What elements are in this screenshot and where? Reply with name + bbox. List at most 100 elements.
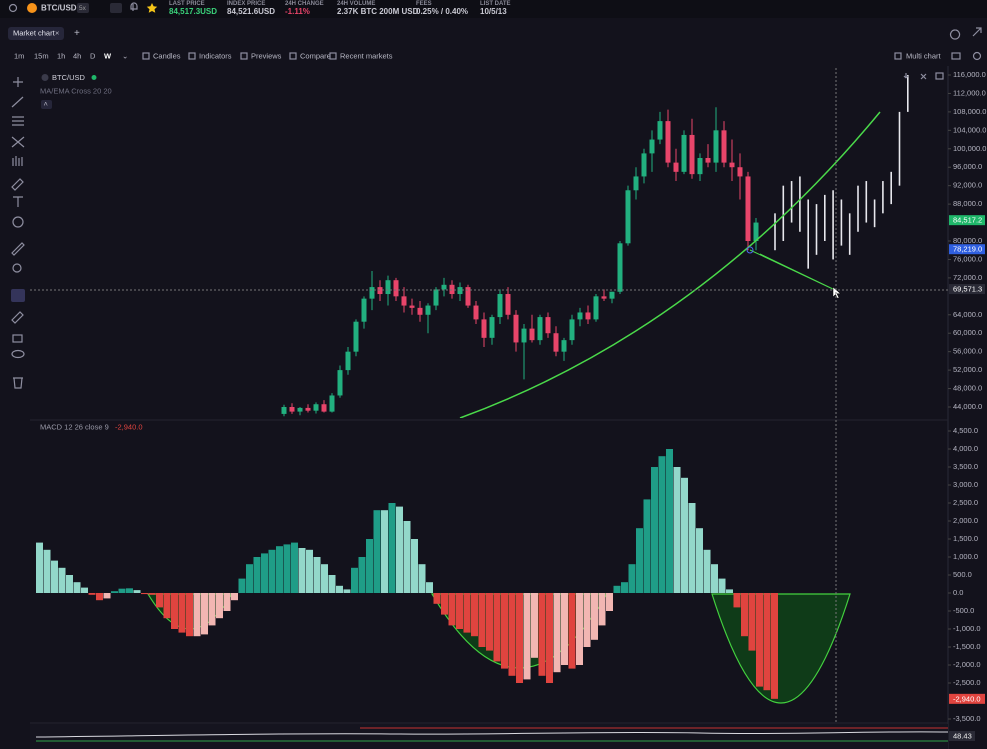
price-badge [949,215,985,226]
tool[interactable]: Compare [300,51,331,60]
price-pane [281,75,909,417]
interval[interactable]: 4h [73,51,81,60]
forecast-tool[interactable] [12,156,23,166]
expand-icon[interactable] [972,27,982,37]
macd-bar [636,528,643,593]
tool-icon[interactable] [240,52,248,60]
tool-icon[interactable] [289,52,297,60]
macd-bar [246,564,253,593]
macd-bar [141,593,148,595]
tool[interactable]: Indicators [199,51,232,60]
candle-body [705,158,711,163]
tab[interactable] [8,27,64,40]
leverage: 5x [79,5,87,12]
multi-chart-checkbox[interactable] [894,52,902,60]
y-tick-label: 0.0 [953,588,963,597]
interval[interactable]: W [104,51,112,60]
camera-icon[interactable] [951,52,961,60]
macd-bar [81,587,88,593]
macd-bar [658,456,666,593]
candle-body [497,294,503,318]
interval[interactable]: D [90,51,96,60]
search-icon[interactable] [8,3,18,13]
y-tick-label: -2,000.0 [953,660,981,669]
trend-curve [459,111,881,418]
scroll-icon[interactable] [903,73,909,79]
indicator-legend: MA/EMA Cross 20 20 [40,86,112,95]
star-icon[interactable] [146,3,158,13]
tool-icon[interactable] [329,52,337,60]
macd-bar [238,578,246,593]
macd-bar [306,549,313,593]
macd-bar [621,582,628,593]
trash-tool[interactable] [13,377,23,389]
macd-bar [298,548,306,593]
macd-bar [538,593,546,676]
tool[interactable]: Previews [251,51,282,60]
brush-tool[interactable] [11,178,24,191]
candle-body [537,317,543,341]
lock-draw-tool[interactable] [11,311,24,324]
macd-bar [111,591,118,593]
candle-body [633,176,639,191]
tool-icon[interactable] [142,52,150,60]
lock-tool[interactable] [12,334,23,343]
macd-bar [178,593,186,633]
multi-chart[interactable]: Multi chart [906,51,942,60]
y-tick-label: 3,500.0 [953,462,978,471]
symbol[interactable]: BTC/USD [41,4,77,13]
macd-bar [591,593,598,640]
help-icon[interactable] [972,51,982,61]
candle-body [417,307,423,315]
macd-bar [321,564,328,593]
magnet-tool[interactable] [11,289,25,302]
macd-bar [523,593,531,680]
macd-bar [103,593,111,599]
candle-body [321,404,327,412]
fib-tool[interactable] [12,116,24,126]
macd-bar [718,578,726,593]
tab-add[interactable]: + [74,28,80,39]
interval[interactable]: 1h [57,51,65,60]
macd-bar [253,557,261,593]
macd-bar [508,593,516,676]
line-tool[interactable] [11,96,24,108]
icon-button[interactable] [110,3,122,13]
candle-body [337,370,343,396]
macd-bar [36,542,43,593]
macd-pane [36,449,851,704]
interval[interactable]: 1m [14,51,24,60]
tool[interactable]: Recent markets [340,51,393,60]
collapse-button[interactable] [41,100,52,109]
maximize-pane-icon[interactable] [935,72,944,80]
y-tick-label: -3,500.0 [953,714,981,723]
oscillator-value: 48.43 [953,731,972,740]
coin-icon [27,3,37,13]
tab-label[interactable]: Market chart [13,28,56,37]
y-tick-label: 44,000.0 [953,402,982,411]
collapse-glyph[interactable]: ˄ [44,99,48,108]
candle-body [753,222,759,241]
zoom-tool[interactable] [12,263,22,273]
candle-body [617,243,623,292]
candle-body [545,317,551,334]
ruler-tool[interactable] [11,242,25,256]
tool[interactable]: Candles [153,51,181,60]
eye-tool[interactable] [11,349,25,359]
tool-icon[interactable] [188,52,196,60]
close-pane-icon[interactable] [920,73,927,80]
interval-more[interactable]: ⌄ [122,51,128,60]
price-badge [949,244,985,255]
pattern-tool[interactable] [11,136,25,148]
interval[interactable]: 15m [34,51,49,60]
macd-bar [201,593,208,635]
macd-bar [171,593,178,629]
macd-bar [681,477,688,593]
emoji-tool[interactable] [12,216,24,228]
bell-icon[interactable] [130,2,138,11]
crosshair-tool[interactable] [13,77,23,87]
settings-icon[interactable] [949,29,961,40]
text-tool[interactable] [13,196,23,207]
tab-close[interactable]: × [55,28,59,37]
